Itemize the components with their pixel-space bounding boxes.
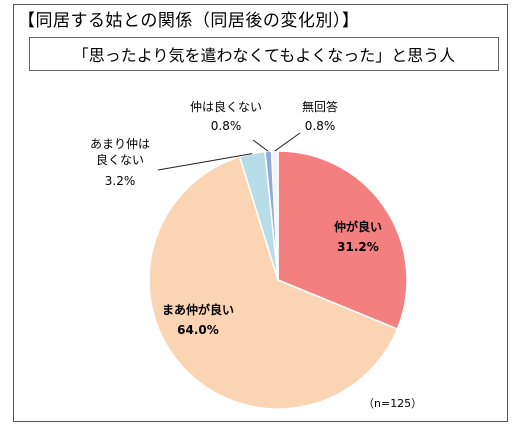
leader-not-very-good — [157, 153, 253, 171]
label-not-very-good-line2: 良くない — [96, 152, 144, 167]
slice-no-answer — [270, 150, 279, 281]
value-good: 31.2% — [337, 240, 379, 254]
leader-no-answer — [274, 132, 301, 152]
slice-fairly-good — [148, 155, 399, 410]
label-good: 仲が良い — [334, 219, 382, 234]
value-not-very-good: 3.2% — [105, 174, 136, 188]
value-not-good: 0.8% — [211, 119, 242, 133]
sample-size-note: （n=125） — [363, 397, 423, 410]
label-not-very-good-line1: あまり仲は — [90, 137, 150, 151]
slice-good — [277, 150, 408, 330]
chart-subtitle: 「思ったより気を遣わなくてもよくなった」と思う人 — [29, 37, 499, 71]
label-fairly-good: まあ仲が良い — [162, 302, 234, 317]
label-not-good: 仲は良くない — [190, 99, 262, 114]
chart-subtitle-text: 「思ったより気を遣わなくてもよくなった」と思う人 — [72, 46, 456, 65]
value-no-answer: 0.8% — [305, 119, 336, 133]
leader-not-good — [252, 139, 269, 152]
label-no-answer: 無回答 — [302, 99, 338, 114]
chart-title: 【同居する姑との関係（同居後の変化別）】 — [18, 11, 360, 31]
value-fairly-good: 64.0% — [177, 323, 219, 337]
